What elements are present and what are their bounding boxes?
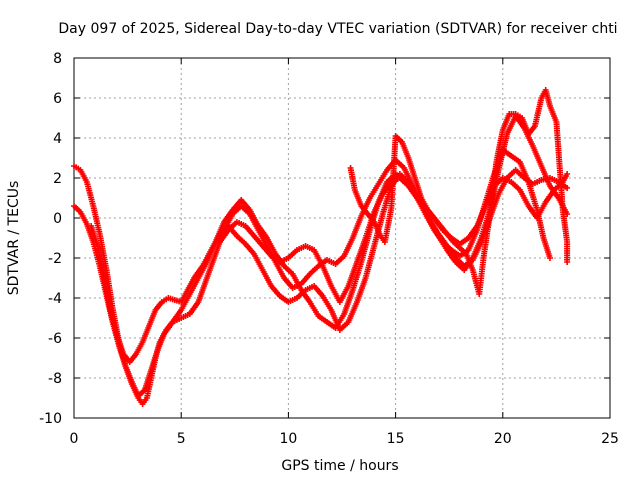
y-tick-label: 4 [53, 131, 62, 147]
chart-title: Day 097 of 2025, Sidereal Day-to-day VTE… [58, 21, 617, 37]
tick-labels: 0 5 10 15 20 25 -10 -8 -6 -4 -2 0 2 4 6 8 [39, 51, 619, 447]
x-tick-label: 10 [279, 431, 297, 447]
y-tick-label: -8 [48, 371, 62, 387]
y-tick-label: 0 [53, 211, 62, 227]
data-point [564, 259, 571, 265]
y-tick-label: -6 [48, 331, 62, 347]
y-axis-label: SDTVAR / TECUs [6, 181, 22, 296]
data-series [71, 87, 571, 407]
y-tick-label: 2 [53, 171, 62, 187]
x-axis-label: GPS time / hours [281, 458, 398, 474]
x-tick-label: 20 [494, 431, 512, 447]
x-tick-label: 15 [387, 431, 405, 447]
y-tick-label: -4 [48, 291, 62, 307]
series-track-b [71, 113, 571, 399]
plot-border [73, 57, 611, 419]
x-tick-label: 0 [70, 431, 79, 447]
x-tick-label: 5 [177, 431, 186, 447]
x-tick-label: 25 [601, 431, 619, 447]
data-point [564, 171, 571, 177]
y-tick-label: 6 [53, 91, 62, 107]
y-tick-label: -10 [39, 411, 62, 427]
series-track-e [347, 87, 571, 297]
axes-frame [73, 57, 611, 419]
y-tick-label: -2 [48, 251, 62, 267]
data-point [564, 185, 571, 191]
y-tick-label: 8 [53, 51, 62, 67]
data-point [546, 255, 553, 261]
grid-lines [74, 58, 610, 418]
